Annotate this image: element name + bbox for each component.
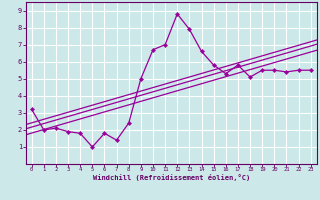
X-axis label: Windchill (Refroidissement éolien,°C): Windchill (Refroidissement éolien,°C) [92, 174, 250, 181]
